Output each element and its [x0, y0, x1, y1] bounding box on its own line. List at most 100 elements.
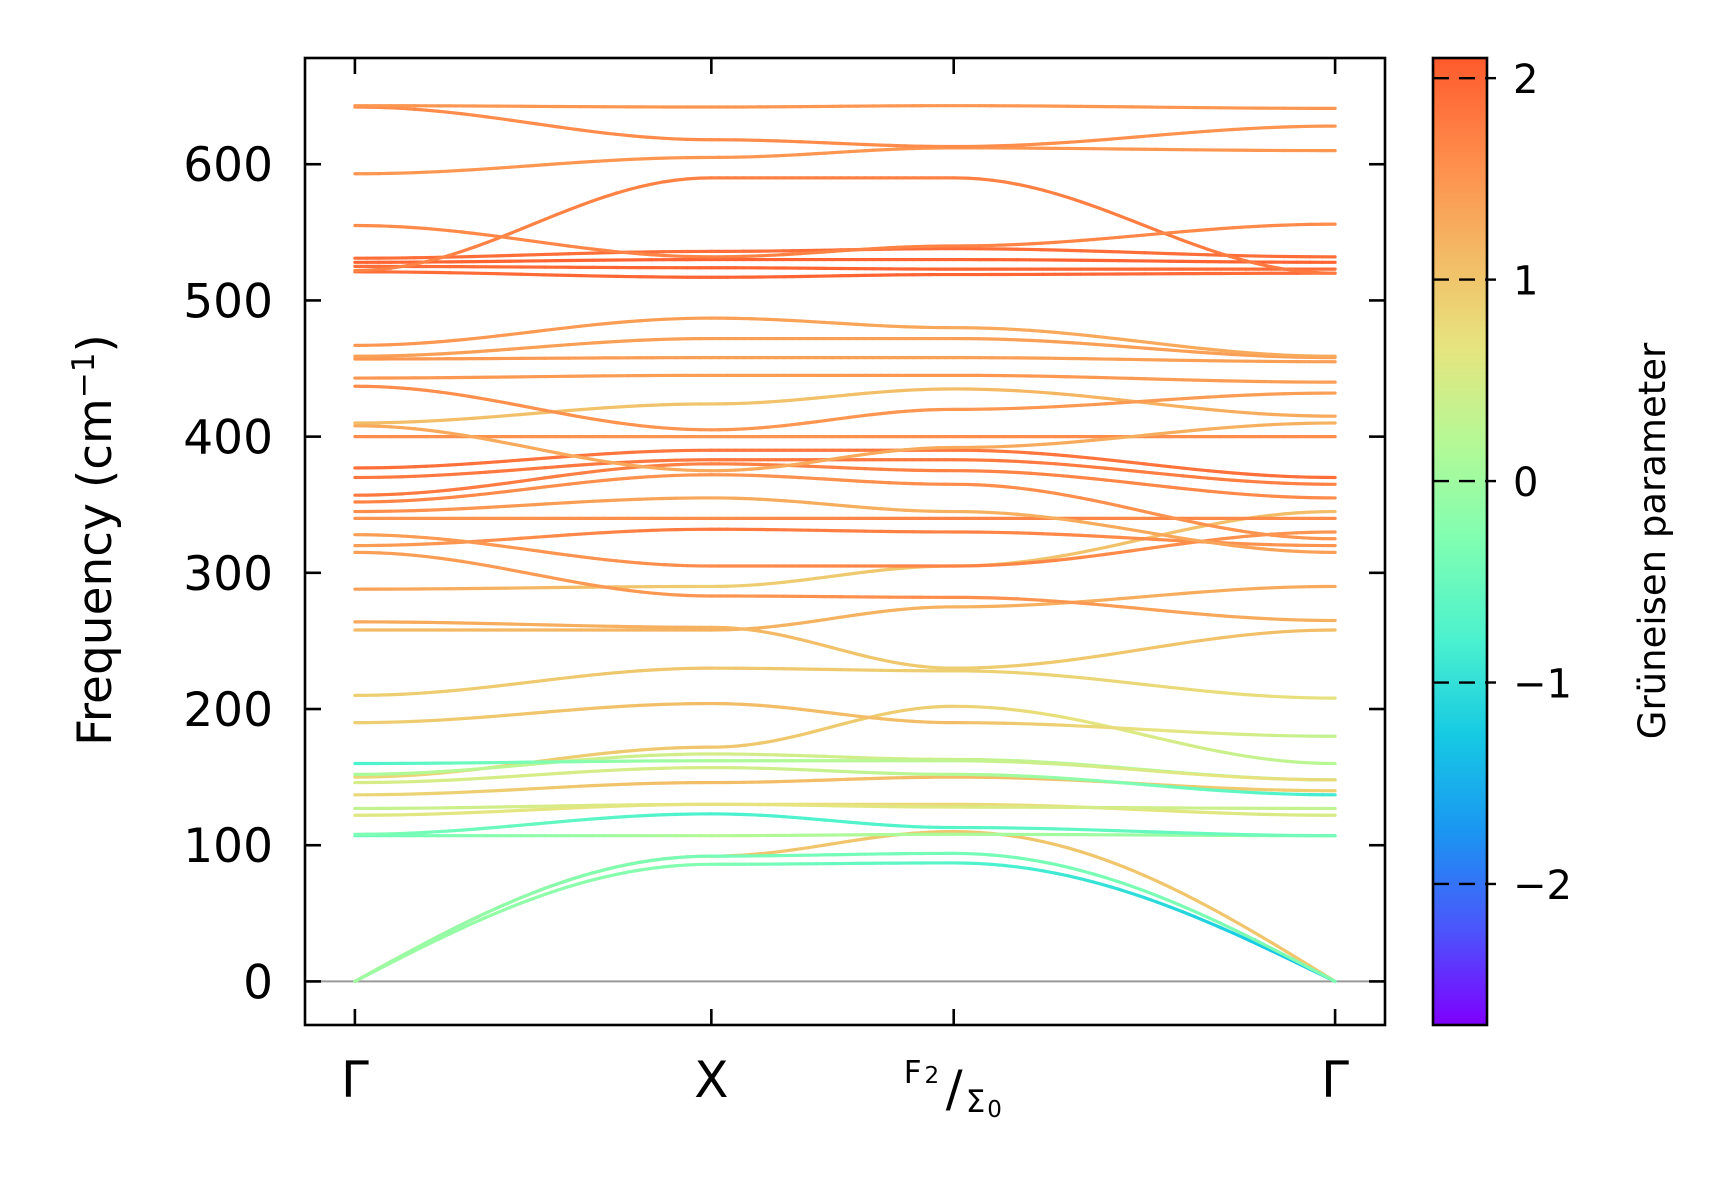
band-segment [519, 773, 535, 778]
band-segment [472, 349, 488, 354]
band-segment [400, 262, 416, 269]
band-segment [1244, 259, 1261, 266]
band-segment [507, 467, 523, 473]
band-segment [1104, 876, 1121, 884]
band-2 [353, 861, 1337, 984]
band-segment [436, 829, 452, 834]
band-segment [674, 427, 690, 431]
band-segment [436, 717, 452, 722]
band-segment [990, 449, 1007, 454]
band-segment [519, 222, 535, 231]
band-segment [377, 960, 393, 970]
band-segment [460, 416, 476, 421]
band-segment [1117, 887, 1134, 895]
band-segment [1168, 785, 1185, 790]
band-segment [602, 755, 618, 760]
band-segment [1091, 395, 1108, 400]
band-segment [543, 677, 559, 682]
band-segment [1269, 533, 1286, 539]
band-segment [424, 770, 440, 775]
band-segment [1079, 138, 1096, 144]
band-segment [614, 421, 630, 426]
band-segment [638, 318, 654, 323]
band-segment [1091, 854, 1108, 862]
band-segment [507, 681, 523, 687]
band-segment [1015, 662, 1032, 668]
band-segment [1219, 394, 1236, 399]
band-segment [1015, 603, 1032, 608]
band-segment [472, 505, 488, 510]
band-segment [1244, 754, 1261, 760]
band-segment [567, 160, 583, 165]
band-segment [662, 136, 678, 141]
band-segment [1219, 789, 1236, 794]
band-segment [1168, 485, 1185, 491]
band-segment [483, 563, 500, 570]
band-segment [579, 407, 595, 412]
band-segment [662, 178, 678, 184]
band-segment [1066, 865, 1083, 873]
band-26 [353, 448, 1337, 480]
band-segment [1130, 767, 1147, 772]
band-segment [1257, 940, 1274, 950]
band-segment [483, 825, 500, 830]
band-segment [977, 861, 994, 866]
colorbar-tick-labels: 2 1 0 −1 −2 [1513, 57, 1572, 909]
band-29 [353, 387, 1337, 425]
band-segment [424, 428, 440, 434]
band-segment [590, 129, 607, 135]
band-segment [412, 772, 428, 777]
band-segment [483, 775, 500, 780]
band-segment [519, 680, 535, 685]
band-segment [1028, 560, 1045, 565]
band-segment [1180, 349, 1197, 354]
band-segment [1015, 443, 1032, 448]
band-segment [1231, 544, 1248, 549]
band-segment [990, 862, 1007, 868]
band-segment [472, 335, 488, 341]
band-9 [353, 765, 1337, 797]
band-segment [579, 753, 595, 758]
band-segment [1193, 898, 1210, 909]
band-37 [353, 257, 1337, 264]
band-segment [1142, 509, 1159, 516]
y-ticks [305, 162, 1385, 983]
band-segment [626, 560, 642, 565]
band-segment [614, 188, 630, 195]
band-segment [1079, 455, 1096, 460]
band-segment [1015, 389, 1032, 394]
band-segment [1269, 474, 1286, 478]
band-segment [1079, 548, 1096, 555]
band-segment [1219, 352, 1236, 357]
band-segment [1002, 180, 1019, 186]
band-segment [1117, 680, 1134, 685]
band-segment [1117, 400, 1134, 405]
band-segment [1104, 651, 1121, 657]
band-segment [964, 851, 981, 856]
band-segment [436, 109, 452, 115]
band-segment [1219, 490, 1236, 496]
band-segment [567, 342, 583, 347]
band-segment [1231, 775, 1248, 780]
band-segment [614, 559, 630, 564]
band-30 [353, 384, 1337, 432]
band-segment [1257, 616, 1274, 621]
band-segment [472, 492, 488, 497]
band-segment [1104, 209, 1121, 218]
band-33 [353, 336, 1337, 360]
band-segment [543, 455, 559, 460]
band-segment [1231, 541, 1248, 546]
band-segment [1117, 540, 1134, 547]
band-segment [1053, 462, 1070, 467]
band-segment [1269, 223, 1286, 228]
band-segment [519, 503, 535, 508]
band-segment [1041, 339, 1058, 344]
band-segment [1168, 739, 1185, 746]
band-segment [1206, 613, 1223, 618]
band-segment [1231, 732, 1248, 737]
band-segment [1104, 597, 1121, 602]
band-segment [1066, 600, 1083, 605]
band-segment [602, 782, 618, 787]
band-segment [567, 408, 583, 413]
band-segment [602, 530, 618, 535]
